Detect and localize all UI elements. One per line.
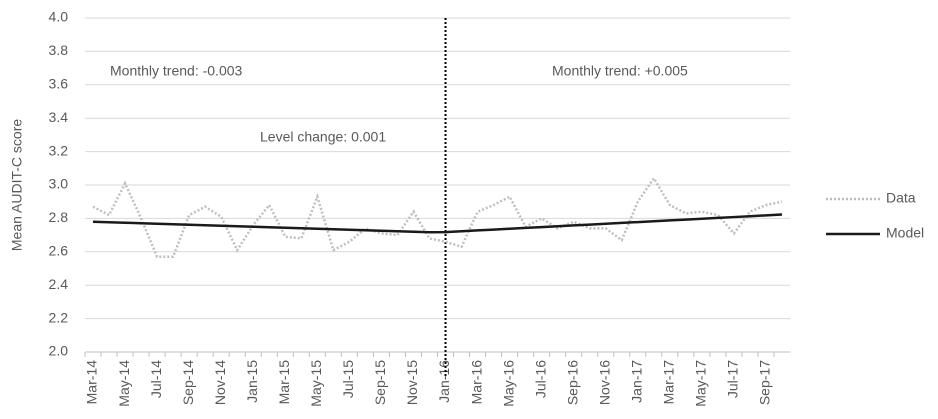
x-tick-label: Jan-17 xyxy=(628,360,644,403)
y-tick-label: 3.8 xyxy=(49,42,69,58)
legend-label: Model xyxy=(886,225,924,241)
x-tick-label: Sep-15 xyxy=(372,360,388,405)
x-tick-label: Mar-15 xyxy=(276,360,292,405)
y-tick-label: 4.0 xyxy=(49,9,69,25)
x-tick-label: Sep-14 xyxy=(180,360,196,405)
x-tick-label: Jan-16 xyxy=(436,360,452,403)
x-tick-label: Nov-16 xyxy=(596,360,612,405)
x-tick-label: Nov-15 xyxy=(404,360,420,405)
x-tick-label: Mar-17 xyxy=(661,360,677,405)
x-tick-label: Jul-15 xyxy=(340,360,356,398)
y-tick-label: 3.4 xyxy=(49,109,69,125)
x-tick-label: Jul-14 xyxy=(148,360,164,398)
y-tick-label: 2.4 xyxy=(49,276,69,292)
x-tick-label: Nov-14 xyxy=(212,360,228,405)
y-tick-label: 2.0 xyxy=(49,343,69,359)
x-tick-label: Sep-17 xyxy=(757,360,773,405)
y-tick-label: 3.6 xyxy=(49,76,69,92)
y-tick-label: 3.2 xyxy=(49,142,69,158)
x-tick-label: Jul-17 xyxy=(725,360,741,398)
annotation: Monthly trend: -0.003 xyxy=(110,63,243,79)
x-tick-label: May-14 xyxy=(116,360,132,407)
annotation: Monthly trend: +0.005 xyxy=(552,63,688,79)
y-tick-label: 3.0 xyxy=(49,176,69,192)
y-axis-title: Mean AUDIT-C score xyxy=(9,119,25,251)
x-tick-label: May-16 xyxy=(500,360,516,407)
x-tick-label: Jan-15 xyxy=(244,360,260,403)
y-tick-label: 2.8 xyxy=(49,209,69,225)
y-tick-label: 2.6 xyxy=(49,243,69,259)
y-tick-label: 2.2 xyxy=(49,309,69,325)
annotation: Level change: 0.001 xyxy=(260,129,386,145)
x-tick-label: Mar-14 xyxy=(84,360,100,405)
x-tick-label: May-17 xyxy=(693,360,709,407)
x-tick-label: Jul-16 xyxy=(532,360,548,398)
x-tick-label: Sep-16 xyxy=(564,360,580,405)
series-line xyxy=(92,176,783,259)
series-line xyxy=(92,213,783,234)
x-tick-label: May-15 xyxy=(308,360,324,407)
x-tick-label: Mar-16 xyxy=(468,360,484,405)
legend-label: Data xyxy=(886,190,916,206)
